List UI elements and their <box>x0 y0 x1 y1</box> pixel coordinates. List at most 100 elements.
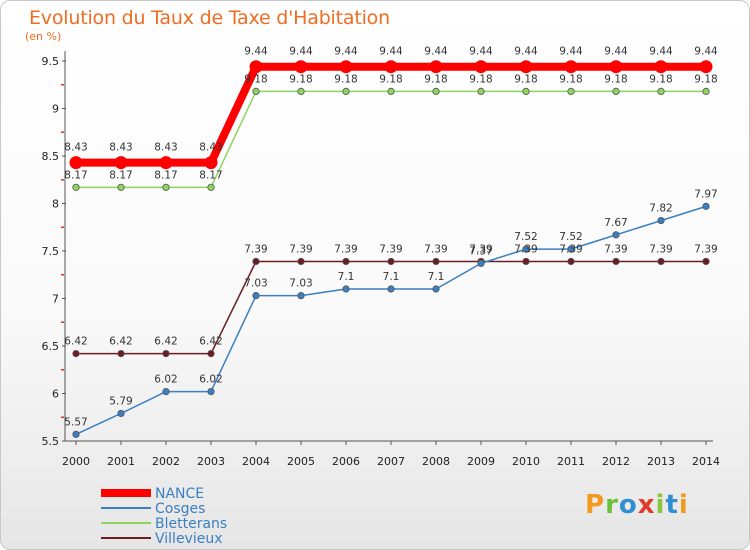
logo-letter: x <box>637 490 656 520</box>
data-label-nance: 9.44 <box>379 46 403 58</box>
data-label-villevieux: 7.39 <box>424 243 447 255</box>
data-point-villevieux <box>72 349 80 358</box>
data-point-nance <box>609 60 623 74</box>
data-label-nance: 8.43 <box>199 142 222 154</box>
data-label-cosges: 7.03 <box>289 278 312 290</box>
data-label-bletterans: 9.18 <box>649 73 672 85</box>
data-point-villevieux <box>432 257 440 266</box>
x-tick-label: 2014 <box>692 455 720 468</box>
data-label-bletterans: 9.18 <box>694 73 717 85</box>
data-point-cosges <box>432 285 440 293</box>
y-tick-label: 5.5 <box>42 435 60 448</box>
x-tick-label: 2010 <box>512 455 540 468</box>
data-point-bletterans <box>252 87 260 96</box>
data-label-villevieux: 7.39 <box>244 243 267 255</box>
data-label-cosges: 7.97 <box>694 188 717 200</box>
data-point-nance <box>294 60 308 74</box>
data-point-nance <box>654 60 668 74</box>
logo-letter: t <box>665 490 679 520</box>
data-point-villevieux <box>522 257 530 266</box>
data-point-cosges <box>387 285 395 293</box>
data-label-bletterans: 9.18 <box>469 73 492 85</box>
y-tick-label: 7 <box>52 293 59 306</box>
legend-label-cosges: Cosges <box>155 501 205 517</box>
data-label-bletterans: 9.18 <box>559 73 582 85</box>
data-point-villevieux <box>657 257 665 266</box>
logo-letter: i <box>678 490 689 520</box>
data-point-nance <box>474 60 488 74</box>
data-label-cosges: 5.79 <box>109 395 132 407</box>
data-label-bletterans: 9.18 <box>604 73 627 85</box>
data-label-bletterans: 9.18 <box>424 73 447 85</box>
data-point-cosges <box>207 387 215 396</box>
data-point-cosges <box>297 292 305 300</box>
data-point-cosges <box>522 245 530 253</box>
x-tick-label: 2013 <box>647 455 675 468</box>
x-tick-label: 2005 <box>287 455 315 468</box>
x-tick-label: 2011 <box>557 455 585 468</box>
data-point-bletterans <box>207 183 215 191</box>
legend-label-villevieux: Villevieux <box>155 531 223 547</box>
data-point-cosges <box>702 202 710 210</box>
y-tick-label: 9.5 <box>42 55 60 68</box>
x-tick-label: 2003 <box>197 455 225 468</box>
x-tick-label: 2006 <box>332 455 360 468</box>
data-label-nance: 9.44 <box>694 46 718 58</box>
y-tick-label: 8.5 <box>42 150 60 163</box>
x-tick-label: 2009 <box>467 455 495 468</box>
data-label-bletterans: 8.17 <box>154 169 177 181</box>
data-label-nance: 9.44 <box>469 46 493 58</box>
data-label-nance: 9.44 <box>649 46 673 58</box>
data-point-villevieux <box>612 257 620 266</box>
data-point-nance <box>159 156 173 170</box>
data-point-bletterans <box>567 87 575 96</box>
data-point-villevieux <box>207 349 215 358</box>
data-point-nance <box>564 60 578 74</box>
data-point-cosges <box>72 430 80 438</box>
data-label-villevieux: 7.39 <box>469 243 492 255</box>
data-label-nance: 9.44 <box>289 46 313 58</box>
data-point-bletterans <box>387 87 395 96</box>
data-point-cosges <box>567 245 575 253</box>
data-labels: 6.42 6.42 6.42 6.42 7.39 7.39 7.39 7.39 7.39 7.39… <box>64 46 718 429</box>
data-label-cosges: 7.1 <box>338 271 355 283</box>
data-label-bletterans: 8.17 <box>199 169 222 181</box>
data-label-nance: 8.43 <box>64 142 87 154</box>
data-label-bletterans: 9.18 <box>514 73 537 85</box>
data-label-villevieux: 7.39 <box>649 243 672 255</box>
logo-letter: i <box>655 490 666 520</box>
data-point-villevieux <box>297 257 305 266</box>
y-tick-label: 7.5 <box>42 245 60 258</box>
data-label-cosges: 6.02 <box>154 374 177 386</box>
x-tick-label: 2002 <box>152 455 180 468</box>
data-label-bletterans: 9.18 <box>244 73 267 85</box>
data-point-bletterans <box>477 87 485 96</box>
data-label-bletterans: 9.18 <box>289 73 312 85</box>
data-label-nance: 9.44 <box>334 46 358 58</box>
data-label-cosges: 7.52 <box>559 231 582 243</box>
data-label-cosges: 7.03 <box>244 278 267 290</box>
data-point-cosges <box>117 409 125 418</box>
data-point-nance <box>519 60 533 74</box>
data-point-bletterans <box>72 183 80 191</box>
proxiti-logo: Proxiti <box>585 490 689 520</box>
y-tick-label: 9 <box>52 103 59 116</box>
logo-letter: r <box>605 490 619 520</box>
data-point-villevieux <box>567 257 575 266</box>
data-label-bletterans: 9.18 <box>334 73 357 85</box>
series-line-cosges <box>75 205 707 436</box>
data-label-villevieux: 7.39 <box>694 243 717 255</box>
data-point-cosges <box>612 231 620 239</box>
data-point-bletterans <box>117 183 125 191</box>
y-tick-label: 8 <box>52 198 59 211</box>
data-label-nance: 8.43 <box>109 142 132 154</box>
data-label-villevieux: 7.39 <box>604 243 627 255</box>
data-point-villevieux <box>252 257 260 266</box>
logo-letter: o <box>618 490 638 520</box>
data-point-cosges <box>342 285 350 293</box>
x-tick-label: 2001 <box>107 455 135 468</box>
x-tick-label: 2008 <box>422 455 450 468</box>
data-label-villevieux: 6.42 <box>199 336 222 348</box>
data-label-cosges: 7.37 <box>469 245 492 257</box>
